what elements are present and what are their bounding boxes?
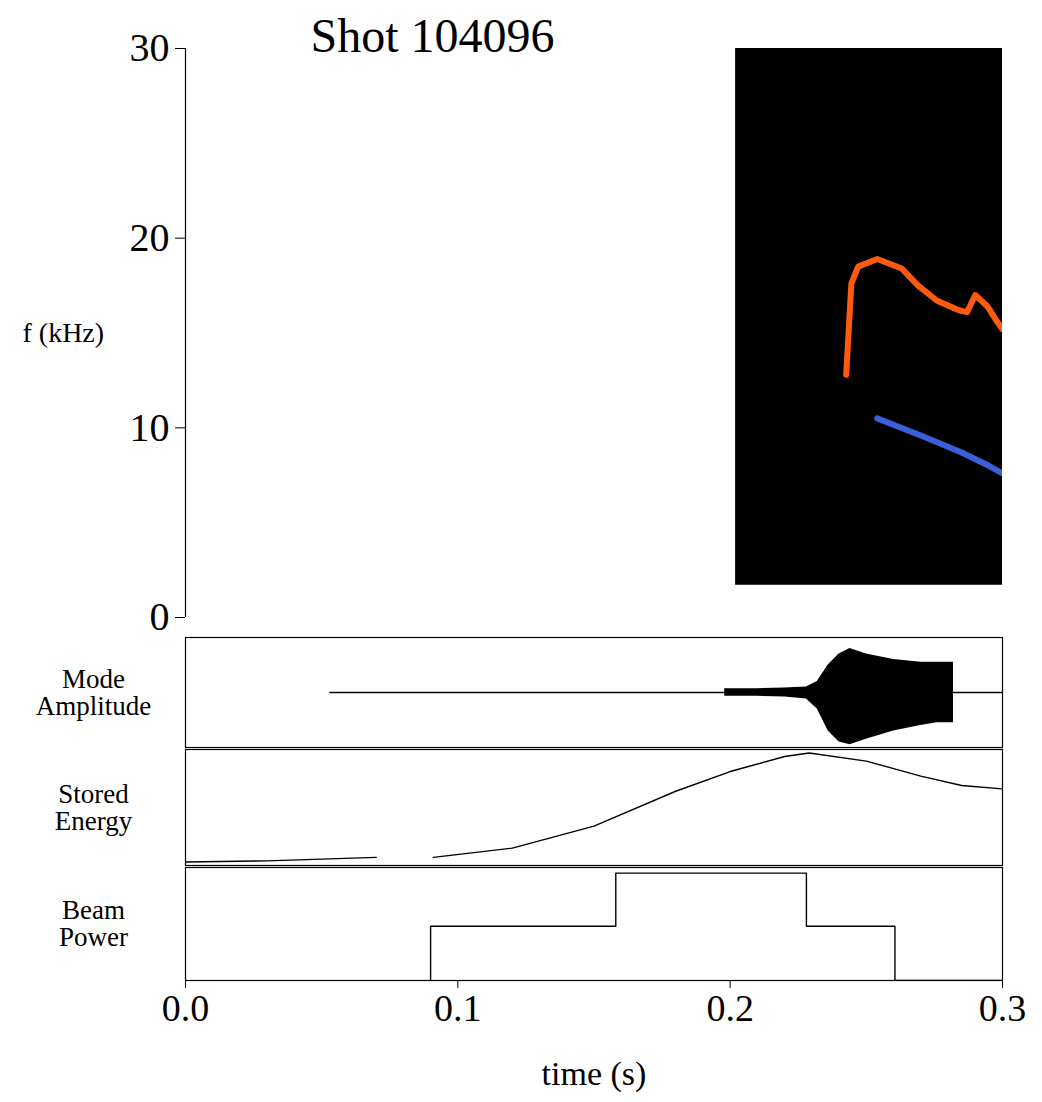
- svg-text:0.3: 0.3: [979, 987, 1027, 1029]
- svg-text:30: 30: [130, 25, 170, 70]
- svg-text:ModeAmplitude: ModeAmplitude: [36, 664, 152, 721]
- svg-text:0.1: 0.1: [434, 987, 482, 1029]
- svg-text:Shot 104096: Shot 104096: [311, 9, 555, 62]
- svg-text:0: 0: [150, 594, 170, 639]
- svg-text:0.2: 0.2: [706, 987, 754, 1029]
- svg-text:StoredEnergy: StoredEnergy: [55, 779, 133, 836]
- svg-text:time (s): time (s): [542, 1055, 647, 1093]
- svg-text:10: 10: [130, 405, 170, 450]
- svg-text:0.0: 0.0: [162, 987, 210, 1029]
- svg-text:f (kHz): f (kHz): [23, 317, 105, 348]
- svg-text:BeamPower: BeamPower: [59, 895, 128, 952]
- svg-text:20: 20: [130, 215, 170, 260]
